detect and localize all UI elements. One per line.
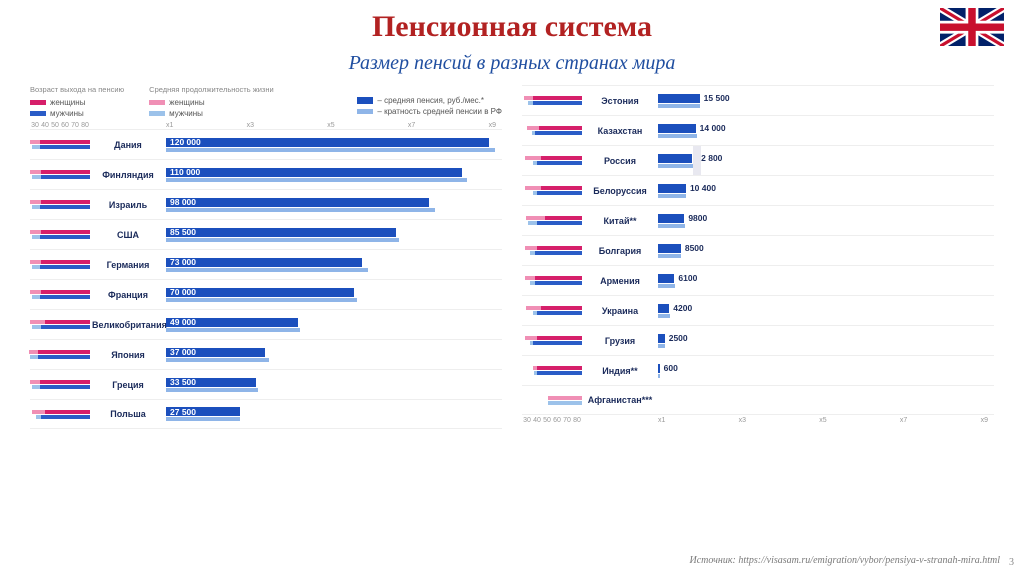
country-row: Франция 70 000 (30, 279, 502, 309)
country-name: Грузия (582, 336, 658, 346)
country-name: Россия (582, 156, 658, 166)
country-row: Греция 33 500 (30, 369, 502, 399)
country-row: Китай** 9800 (522, 205, 994, 235)
country-row: Финляндия 110 000 (30, 159, 502, 189)
country-row: Белоруссия 10 400 (522, 175, 994, 205)
country-name: Болгария (582, 246, 658, 256)
page-title: Пенсионная система (20, 10, 1004, 44)
country-name: Германия (90, 260, 166, 270)
country-name: Япония (90, 350, 166, 360)
country-name: Казахстан (582, 126, 658, 136)
source-label: Источник: (689, 555, 735, 566)
country-row: Израиль 98 000 (30, 189, 502, 219)
country-row: Германия 73 000 (30, 249, 502, 279)
country-row: Эстония 15 500 (522, 85, 994, 115)
country-row: Япония 37 000 (30, 339, 502, 369)
axis-top: 807060504030 x1x3x5x7x9 (30, 122, 502, 129)
axis-bottom: 807060504030 x1x3x5x7x9 (522, 417, 994, 424)
country-name: Эстония (582, 96, 658, 106)
country-name: Афганистан*** (582, 395, 658, 405)
country-name: Польша (90, 409, 166, 419)
country-name: Белоруссия (582, 186, 658, 196)
country-name: Китай** (582, 216, 658, 226)
country-name: Израиль (90, 200, 166, 210)
country-row: Дания 120 000 (30, 129, 502, 159)
country-row: Польша 27 500 (30, 399, 502, 429)
chart-legend: Возраст выхода на пенсию женщины мужчины… (30, 85, 502, 118)
country-name: Дания (90, 140, 166, 150)
source-url: https://visasam.ru/emigration/vybor/pens… (738, 555, 1000, 566)
page-number: 3 (1009, 557, 1014, 568)
uk-flag-icon (940, 8, 1004, 48)
country-name: Великобритания (90, 320, 166, 330)
source-footer: Источник: https://visasam.ru/emigration/… (689, 555, 1000, 566)
country-name: Франция (90, 290, 166, 300)
country-row: Грузия 2500 (522, 325, 994, 355)
country-name: Греция (90, 380, 166, 390)
chart-rows: Дания 120 000 Финляндия (30, 129, 502, 429)
country-row: Россия 12 800 (522, 145, 994, 175)
country-row: Индия** 600 (522, 355, 994, 385)
chart-panel-left: Возраст выхода на пенсию женщины мужчины… (30, 85, 502, 429)
page-subtitle: Размер пенсий в разных странах мира (20, 52, 1004, 75)
country-row: США 85 500 (30, 219, 502, 249)
country-row: Казахстан 14 000 (522, 115, 994, 145)
country-row: Болгария 8500 (522, 235, 994, 265)
country-row: Афганистан*** (522, 385, 994, 415)
country-name: Финляндия (90, 170, 166, 180)
country-name: Армения (582, 276, 658, 286)
country-name: Украина (582, 306, 658, 316)
chart-panel-right: Эстония 15 500 Казахстан (522, 85, 994, 429)
chart-rows: Эстония 15 500 Казахстан (522, 85, 994, 415)
country-row: Великобритания 49 000 (30, 309, 502, 339)
country-name: США (90, 230, 166, 240)
country-row: Украина 4200 (522, 295, 994, 325)
country-name: Индия** (582, 366, 658, 376)
country-row: Армения 6100 (522, 265, 994, 295)
